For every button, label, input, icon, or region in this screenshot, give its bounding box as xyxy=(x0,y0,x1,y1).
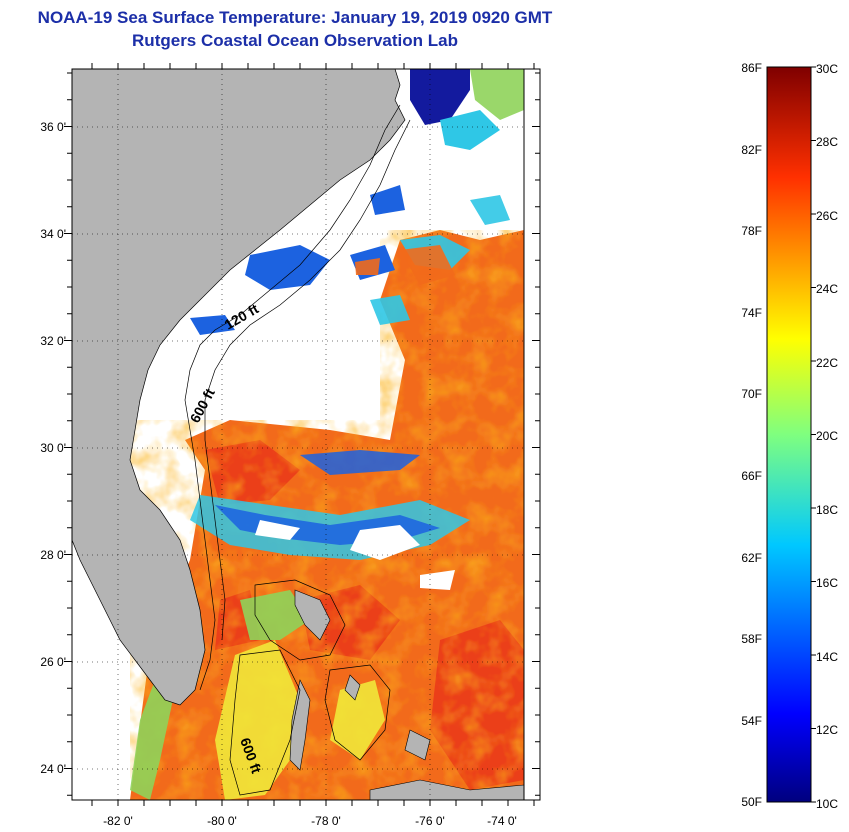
graticule xyxy=(72,69,524,800)
contour-bahamas xyxy=(229,579,391,796)
sst-yellow-plume xyxy=(215,640,385,800)
fahrenheit-label: 54F xyxy=(741,714,762,728)
fahrenheit-label: 78F xyxy=(741,224,762,238)
fahrenheit-label: 82F xyxy=(741,143,762,157)
cloud-patch-mid xyxy=(255,520,455,590)
celsius-label: 26C xyxy=(816,209,838,223)
lon-label: -74 0' xyxy=(487,814,517,828)
lat-label: 34 0' xyxy=(40,227,66,241)
celsius-label: 30C xyxy=(816,62,838,76)
celsius-label: 24C xyxy=(816,282,838,296)
lat-label: 32 0' xyxy=(40,334,66,348)
sst-map: 36 0' 34 0' 32 0' 30 0' 28 0' 26 0' 24 0… xyxy=(40,63,541,828)
fahrenheit-label: 50F xyxy=(741,795,762,809)
celsius-label: 20C xyxy=(816,429,838,443)
lat-label: 28 0' xyxy=(40,548,66,562)
sst-navy-region xyxy=(410,69,470,125)
celsius-labels: 30C 28C 26C 24C 22C 20C 18C 16C 14C 12C … xyxy=(816,62,838,811)
lon-label: -76 0' xyxy=(415,814,445,828)
fahrenheit-label: 58F xyxy=(741,632,762,646)
colorbar-ticks xyxy=(811,66,816,803)
land-cuba-tip xyxy=(369,779,524,800)
celsius-label: 18C xyxy=(816,503,838,517)
celsius-label: 10C xyxy=(816,797,838,811)
land-bahamas xyxy=(289,589,431,771)
temperature-colorbar: 86F 82F 78F 74F 70F 66F 62F 58F 54F 50F … xyxy=(741,61,838,811)
lat-label: 36 0' xyxy=(40,120,66,134)
map-title: NOAA-19 Sea Surface Temperature: January… xyxy=(37,8,553,27)
fahrenheit-label: 86F xyxy=(741,61,762,75)
latitude-labels: 36 0' 34 0' 32 0' 30 0' 28 0' 26 0' 24 0… xyxy=(40,120,66,776)
fahrenheit-label: 62F xyxy=(741,551,762,565)
lon-label: -82 0' xyxy=(103,814,133,828)
fahrenheit-label: 74F xyxy=(741,306,762,320)
longitude-labels: -82 0' -80 0' -78 0' -76 0' -74 0' xyxy=(103,814,517,828)
map-subtitle: Rutgers Coastal Ocean Observation Lab xyxy=(132,31,458,50)
celsius-label: 28C xyxy=(816,135,838,149)
sst-blue-band xyxy=(215,450,440,545)
lat-label: 26 0' xyxy=(40,655,66,669)
celsius-label: 12C xyxy=(816,723,838,737)
fahrenheit-label: 66F xyxy=(741,469,762,483)
land-us-coast xyxy=(72,69,406,706)
celsius-label: 16C xyxy=(816,576,838,590)
sst-north-green xyxy=(470,69,524,120)
map-plot-area xyxy=(72,69,524,800)
lat-label: 24 0' xyxy=(40,762,66,776)
lon-label: -78 0' xyxy=(311,814,341,828)
contour-600ft xyxy=(204,119,411,641)
tick-frame xyxy=(71,68,541,801)
axis-ticks xyxy=(64,63,540,806)
lon-label: -80 0' xyxy=(207,814,237,828)
sst-north-blue xyxy=(190,185,405,335)
lat-label: 30 0' xyxy=(40,441,66,455)
celsius-label: 14C xyxy=(816,650,838,664)
map-title-block: NOAA-19 Sea Surface Temperature: January… xyxy=(0,6,590,52)
fahrenheit-labels: 86F 82F 78F 74F 70F 66F 62F 58F 54F 50F xyxy=(741,61,762,809)
fahrenheit-label: 70F xyxy=(741,387,762,401)
contour-120ft xyxy=(184,104,401,691)
sst-north-cyan-2 xyxy=(440,110,500,150)
celsius-label: 22C xyxy=(816,356,838,370)
colorbar-gradient xyxy=(766,66,812,803)
